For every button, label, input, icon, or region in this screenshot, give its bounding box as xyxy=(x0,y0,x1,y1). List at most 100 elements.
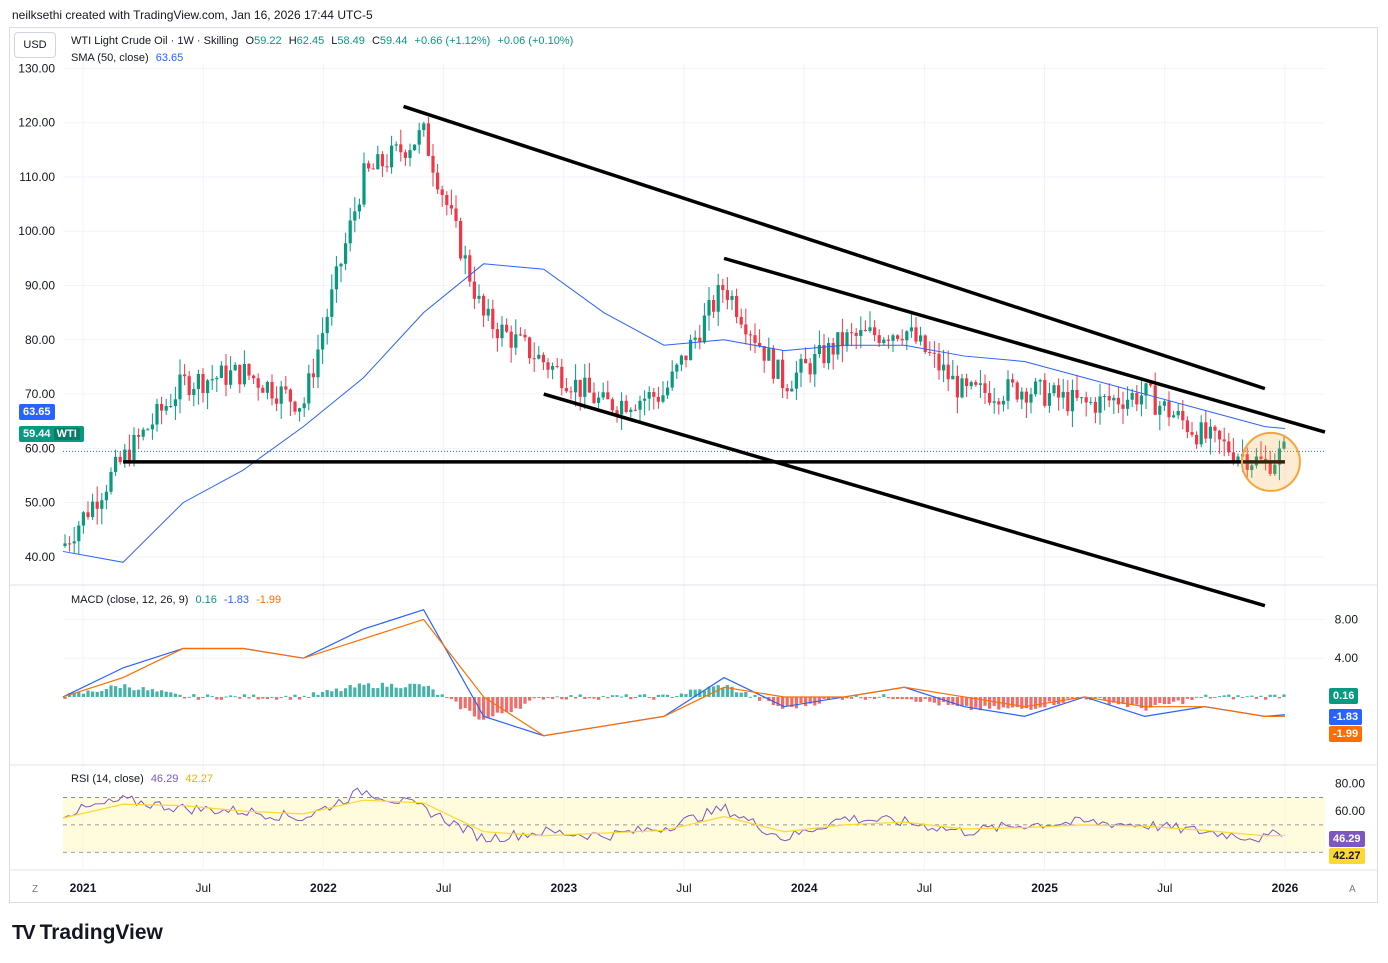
macd-hist-bar xyxy=(173,693,177,697)
candle-body xyxy=(624,400,628,413)
candle-body xyxy=(1218,430,1222,440)
candle-body xyxy=(758,342,762,347)
candle-body xyxy=(528,337,532,359)
candle-body xyxy=(1006,379,1010,401)
macd-hist-bar xyxy=(1222,695,1226,697)
sma-label: SMA (50, close) xyxy=(71,52,149,64)
macd-hist-bar xyxy=(1213,696,1217,698)
macd-hist-bar xyxy=(486,696,490,719)
candle-body xyxy=(1061,391,1065,398)
candle-body xyxy=(1195,434,1199,445)
candle-body xyxy=(1011,379,1015,383)
candle-body xyxy=(1236,456,1240,462)
candle-body xyxy=(150,424,154,430)
macd-hist-bar xyxy=(854,694,858,697)
macd-hist-bar xyxy=(114,686,118,697)
macd-line xyxy=(62,608,1285,737)
auto-scale-corner[interactable]: A xyxy=(1349,884,1356,895)
candle-body xyxy=(1181,411,1185,421)
candle-body xyxy=(247,363,251,376)
macd-hist-bar xyxy=(859,696,863,699)
close-label: C xyxy=(371,35,380,47)
macd-hist-bar xyxy=(583,696,587,700)
macd-hist-bar xyxy=(1176,696,1180,701)
candle-body xyxy=(192,389,196,396)
macd-hist-bar xyxy=(592,696,596,699)
macd-hist-bar xyxy=(578,694,582,697)
candle-body xyxy=(707,300,711,316)
macd-hist-bar xyxy=(81,693,85,697)
macd-hist-bar xyxy=(1130,696,1134,705)
candle-body xyxy=(95,501,99,509)
macd-hist-bar xyxy=(390,683,394,697)
candle-body xyxy=(1259,456,1263,459)
price-pane xyxy=(62,104,1326,608)
candle-body xyxy=(587,377,591,393)
zoom-corner-left[interactable]: Z xyxy=(32,884,39,895)
macd-hist-bar xyxy=(357,683,361,697)
macd-hist-bar xyxy=(914,696,918,702)
macd-hist-bar xyxy=(610,695,614,697)
candle-body xyxy=(965,378,969,387)
candle-body xyxy=(900,338,904,341)
candle-body xyxy=(422,123,426,131)
candle-body xyxy=(178,374,182,400)
macd-hist-bar xyxy=(974,696,978,708)
candle-body xyxy=(827,343,831,364)
tradingview-logo[interactable]: TV TradingView xyxy=(12,921,163,945)
candle-body xyxy=(771,348,775,379)
candle-body xyxy=(173,399,177,407)
candle-body xyxy=(960,378,964,398)
macd-hist-bar xyxy=(758,696,762,701)
candle-body xyxy=(859,330,863,336)
price-tick-label: 110.00 xyxy=(19,170,55,184)
macd-hist-bar xyxy=(1199,696,1203,698)
candle-body xyxy=(482,295,486,316)
time-tick-label: 2025 xyxy=(1031,881,1058,895)
candle-body xyxy=(845,332,849,347)
time-tick-label: 2026 xyxy=(1272,881,1299,895)
currency-selector[interactable]: USD xyxy=(14,32,56,58)
candle-body xyxy=(1098,396,1102,413)
candle-body xyxy=(1208,426,1212,439)
candle-body xyxy=(1107,396,1111,401)
candle-body xyxy=(647,392,651,399)
candle-body xyxy=(279,386,283,404)
candle-body xyxy=(334,266,338,290)
candle-body xyxy=(712,300,716,312)
macd-hist-bar xyxy=(1259,695,1263,697)
candle-body xyxy=(808,363,812,375)
candle-body xyxy=(1015,382,1019,400)
candle-body xyxy=(413,144,417,151)
candle-body xyxy=(477,295,481,299)
chart-frame[interactable] xyxy=(9,27,1378,903)
macd-hist-bar xyxy=(721,687,725,697)
macd-hist-bar xyxy=(514,696,518,709)
macd-hist-bar xyxy=(1029,696,1033,710)
candle-body xyxy=(822,345,826,364)
candle-body xyxy=(551,365,555,370)
macd-hist-bar xyxy=(955,696,959,707)
candle-body xyxy=(160,403,164,411)
candle-body xyxy=(196,374,200,390)
candle-body xyxy=(1204,422,1208,439)
candle-body xyxy=(790,388,794,392)
candle-body xyxy=(495,329,499,339)
candle-body xyxy=(426,123,430,156)
candle-body xyxy=(537,354,541,359)
macd-hist-bar xyxy=(725,685,729,697)
macd-hist-bar xyxy=(104,688,108,697)
time-tick-label: 2021 xyxy=(70,881,97,895)
macd-hist-bar xyxy=(238,696,242,699)
candle-body xyxy=(882,339,886,343)
candle-body xyxy=(1277,448,1281,465)
macd-hist-bar xyxy=(937,696,941,706)
macd-hist-bar xyxy=(574,696,578,699)
macd-hist-bar xyxy=(951,696,955,705)
candle-body xyxy=(449,205,453,209)
candle-body xyxy=(491,308,495,330)
macd-hist-bar xyxy=(252,694,256,697)
macd-hist-bar xyxy=(1185,696,1189,699)
brand-name: TradingView xyxy=(39,921,163,944)
